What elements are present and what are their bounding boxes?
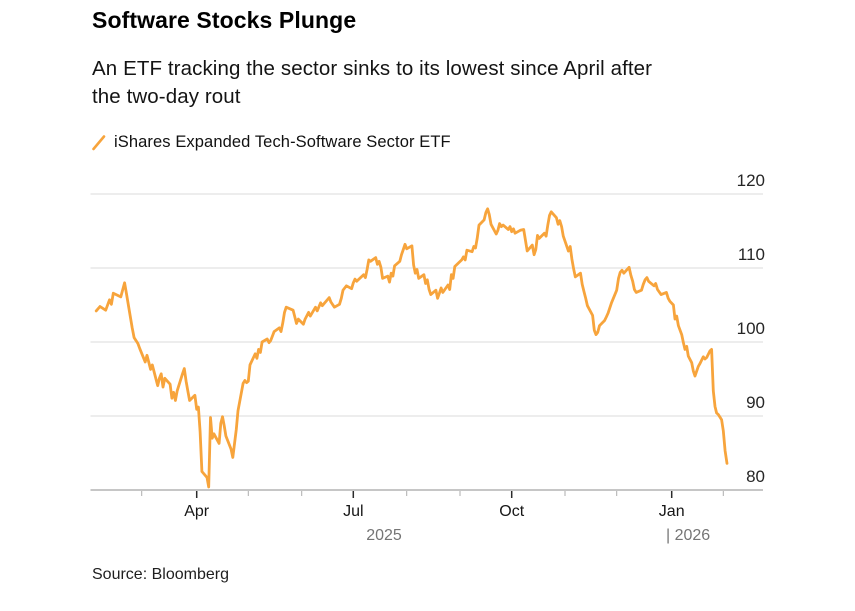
y-axis-label: 120 [737, 171, 765, 190]
y-axis-label: 110 [738, 245, 765, 264]
legend-series-label: iShares Expanded Tech-Software Sector ET… [114, 133, 451, 151]
source-credit: Source: Bloomberg [92, 566, 229, 583]
chart-subtitle: An ETF tracking the sector sinks to its … [92, 55, 652, 111]
x-axis-month-label: Jul [343, 503, 363, 520]
x-axis-month-label: Jan [659, 503, 685, 520]
y-axis-label: 100 [737, 319, 765, 338]
y-axis-label: 80 [746, 467, 765, 486]
x-axis-month-label: Oct [499, 503, 524, 520]
x-axis-month-label: Apr [184, 503, 210, 520]
line-series-swatch-icon [92, 135, 106, 151]
y-axis-label: 90 [746, 393, 765, 412]
year-label-2026: | 2026 [666, 527, 710, 544]
subtitle-line-2: the two-day rout [92, 85, 241, 108]
page-title: Software Stocks Plunge [92, 7, 357, 33]
price-line [94, 207, 729, 489]
subtitle-line-1: An ETF tracking the sector sinks to its … [92, 57, 653, 80]
chart-legend: iShares Expanded Tech-Software Sector ET… [92, 133, 451, 152]
year-label-2025: 2025 [366, 527, 402, 544]
